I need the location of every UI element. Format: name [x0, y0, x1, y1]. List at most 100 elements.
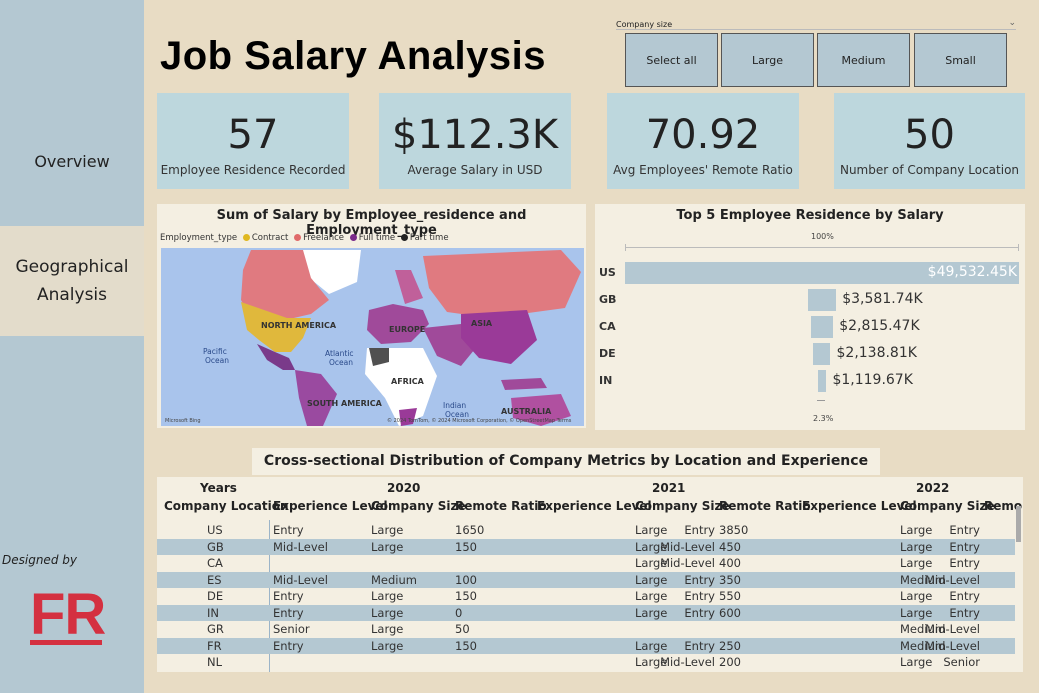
column-header[interactable]: Company Size: [900, 499, 995, 513]
table-cell: Medium: [900, 638, 946, 653]
world-map[interactable]: NORTH AMERICA EUROPE ASIA AFRICA SOUTH A…: [161, 248, 584, 426]
scale-bottom-label: 2.3%: [813, 414, 834, 423]
table-cell: Entry: [684, 605, 715, 620]
map-legend: Employment_type Contract Freelance Full …: [160, 233, 449, 243]
table-row[interactable]: IN Entry Large 0 Entry Large 600 Entry Large: [157, 604, 1015, 621]
table-cell: 0: [455, 605, 463, 620]
bar-category-in: IN: [599, 374, 613, 387]
bar-us[interactable]: [625, 262, 1019, 284]
table-cell: Senior: [273, 622, 310, 636]
column-header[interactable]: Company Size: [371, 499, 466, 513]
location-cell: US: [207, 523, 223, 537]
nav-geographical-analysis-label: Geographical Analysis: [15, 257, 129, 305]
scale-bottom-mark: [817, 400, 825, 401]
slicer-option-large[interactable]: Large: [721, 33, 814, 87]
table-row[interactable]: FR Entry Large 150 Entry Large 250 Mid-Level Med…: [157, 637, 1015, 654]
table-cell: 150: [455, 539, 477, 554]
bar-category-us: US: [599, 266, 616, 279]
chevron-down-icon[interactable]: ⌄: [1008, 18, 1016, 28]
location-cell: GB: [207, 539, 224, 554]
table-cell: Entry: [273, 589, 304, 603]
year-header-2021[interactable]: 2021: [652, 481, 686, 495]
nav-overview[interactable]: Overview: [34, 151, 110, 171]
designed-by-label: Designed by: [2, 553, 77, 567]
table-cell: Medium: [900, 622, 946, 636]
scale-tick-right: [1018, 244, 1019, 251]
bar-de[interactable]: [813, 343, 831, 365]
bar-value-de: $2,138.81K: [836, 345, 917, 361]
table-cell: Large: [635, 523, 668, 537]
nav-geographical-analysis[interactable]: Geographical Analysis: [0, 226, 144, 336]
kpi-label: Number of Company Location: [839, 163, 1020, 177]
table-cell: Mid-Level: [925, 638, 980, 653]
legend-title: Employment_type: [160, 233, 238, 243]
table-cell: 250: [719, 638, 741, 653]
slicer-option-medium[interactable]: Medium: [817, 33, 910, 87]
table-cell: 600: [719, 605, 741, 620]
kpi-value: 50: [904, 112, 955, 158]
legend-item-freelance[interactable]: Freelance: [303, 233, 344, 243]
chart-title: Top 5 Employee Residence by Salary: [676, 208, 944, 223]
bar-value-us: $49,532.45K: [927, 264, 1017, 280]
legend-item-part-time[interactable]: Part time: [409, 233, 449, 243]
legend-item-contract[interactable]: Contract: [251, 233, 289, 243]
map-panel: Sum of Salary by Employee_residence and …: [157, 204, 586, 428]
map-credit: © 2024 TomTom, © 2024 Microsoft Corporat…: [387, 417, 572, 424]
contract-dot-icon: [242, 234, 250, 241]
table-cell: Entry: [273, 638, 304, 653]
slicer-label: Company size: [616, 20, 673, 29]
table-cell: Mid-Level: [660, 539, 715, 554]
table-cell: Large: [371, 638, 404, 653]
company-size-slicer-header[interactable]: Company size ⌄: [616, 18, 1016, 30]
scrollbar-thumb[interactable]: [1016, 506, 1021, 542]
table-row[interactable]: US Entry Large 1650 Entry Large 3850 Entry Large: [157, 522, 1015, 538]
table-cell: Mid-Level: [660, 556, 715, 570]
kpi-card-remote-ratio: 70.92 Avg Employees' Remote Ratio: [607, 93, 799, 189]
bar-value-ca: $2,815.47K: [839, 318, 920, 334]
location-cell: IN: [207, 605, 219, 620]
table-cell: Entry: [949, 523, 980, 537]
top5-chart-panel: Top 5 Employee Residence by Salary 100% …: [595, 204, 1025, 430]
bar-in[interactable]: [817, 370, 827, 392]
map-label-atlantic-ocean: Ocean: [329, 358, 353, 367]
company-location-header[interactable]: Company Location: [164, 499, 289, 513]
table-cell: 50: [455, 622, 470, 636]
slicer-option-select-all[interactable]: Select all: [625, 33, 718, 87]
scale-top-label: 100%: [811, 232, 834, 241]
location-cell: DE: [207, 589, 224, 603]
table-cell: Entry: [684, 572, 715, 587]
bar-gb[interactable]: [807, 289, 837, 311]
column-header[interactable]: Experience Level: [802, 499, 917, 513]
column-header[interactable]: Remote Ratio: [719, 499, 811, 513]
table-cell: Large: [635, 589, 668, 603]
table-cell: Entry: [949, 539, 980, 554]
column-header[interactable]: Experience Level: [273, 499, 388, 513]
table-row[interactable]: ES Mid-Level Medium 100 Entry Large 350 Mid-Lev…: [157, 571, 1015, 588]
table-cell: 200: [719, 655, 741, 669]
column-header[interactable]: Remote Ratio: [455, 499, 547, 513]
year-header-2022[interactable]: 2022: [916, 481, 950, 495]
table-row[interactable]: GB Mid-Level Large 150 Mid-Level Large 450 Entr…: [157, 538, 1015, 555]
column-header[interactable]: Company Size: [635, 499, 730, 513]
map-label-af: AFRICA: [391, 377, 425, 386]
slicer-option-small[interactable]: Small: [914, 33, 1007, 87]
column-header[interactable]: Remo: [984, 499, 1023, 513]
table-row[interactable]: DE Entry Large 150 Entry Large 550 Entry Large: [157, 588, 1015, 604]
map-label-indian: Indian: [443, 401, 466, 410]
year-header-2020[interactable]: 2020: [387, 481, 421, 495]
years-header: Years: [200, 481, 237, 495]
table-row[interactable]: NL Mid-Level Large 200 Senior Large: [157, 654, 1015, 670]
table-row[interactable]: CA Mid-Level Large 400 Entry Large: [157, 555, 1015, 571]
kpi-value: 57: [227, 112, 279, 158]
kpi-card-residence: 57 Employee Residence Recorded: [157, 93, 349, 189]
table-row[interactable]: GR Senior Large 50 Mid-Level Medium: [157, 621, 1015, 637]
bar-category-ca: CA: [599, 320, 616, 333]
table-cell: Senior: [943, 655, 980, 669]
bar-category-de: DE: [599, 347, 616, 360]
map-label-pacific: Pacific: [203, 347, 227, 356]
table-scrollbar[interactable]: [1015, 498, 1023, 668]
legend-item-full-time[interactable]: Full time: [358, 233, 396, 243]
map-label-eu: EUROPE: [389, 325, 425, 334]
bar-ca[interactable]: [810, 316, 834, 338]
column-header[interactable]: Experience Level: [537, 499, 652, 513]
